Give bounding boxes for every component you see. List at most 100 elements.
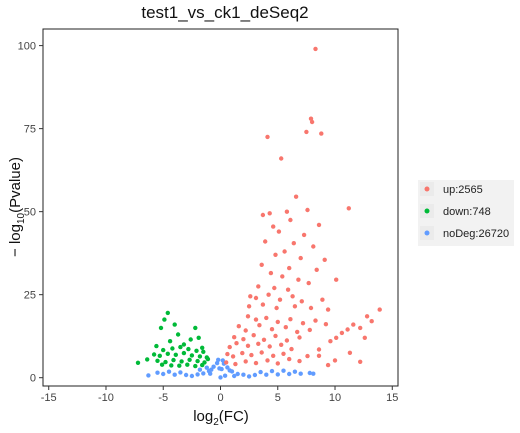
point-up (275, 361, 280, 366)
point-nodeg (287, 371, 292, 377)
point-up (246, 304, 252, 309)
point-up (293, 194, 299, 199)
point-up (298, 255, 303, 261)
point-down (158, 325, 164, 331)
point-up (265, 134, 270, 140)
point-nodeg (218, 375, 223, 380)
point-up (297, 358, 302, 364)
point-nodeg (222, 373, 228, 378)
point-up (263, 239, 268, 244)
point-nodeg (252, 372, 258, 378)
point-nodeg (235, 371, 240, 377)
y-axis-title-subscript: 10 (16, 212, 27, 224)
point-up (319, 131, 324, 136)
point-up (259, 350, 264, 355)
point-up (358, 325, 363, 331)
point-up (225, 351, 230, 357)
point-up (287, 265, 292, 271)
point-up (259, 262, 264, 267)
point-up (313, 46, 318, 52)
point-up (236, 324, 241, 329)
point-up (249, 352, 254, 358)
point-nodeg (307, 370, 312, 376)
x-axis-title-subscript: 2 (213, 417, 219, 428)
plot-panel-border (42, 28, 399, 387)
point-down (135, 360, 141, 365)
legend-label-nodeg: noDeg:26720 (443, 228, 509, 240)
point-down (175, 332, 181, 337)
point-nodeg (264, 372, 269, 377)
point-up (291, 241, 296, 246)
point-down (151, 352, 157, 357)
point-up (296, 277, 301, 282)
point-up (300, 321, 306, 326)
point-up (328, 339, 333, 344)
point-up (275, 319, 280, 325)
point-up (269, 327, 275, 332)
point-down (155, 358, 160, 363)
point-up (284, 338, 290, 343)
x-tick-label: -15 (41, 392, 57, 404)
point-up (243, 328, 248, 333)
point-nodeg (275, 372, 280, 377)
point-down (181, 350, 187, 356)
point-up (267, 211, 272, 216)
point-down (187, 357, 192, 362)
point-nodeg (311, 371, 316, 376)
point-down (165, 351, 170, 356)
point-down (193, 363, 198, 369)
y-axis-title: − log10(Pvalue) (7, 157, 27, 257)
legend-item-down: down:748 (420, 204, 491, 218)
point-up (316, 347, 322, 352)
point-nodeg (246, 374, 252, 379)
point-nodeg (195, 372, 200, 377)
point-up (267, 344, 272, 349)
point-down (186, 346, 191, 352)
points-layer (135, 46, 382, 380)
point-up (251, 333, 256, 338)
point-up (260, 302, 266, 307)
point-nodeg (211, 364, 216, 369)
point-up (232, 335, 237, 340)
y-tick-label: 0 (30, 373, 36, 385)
point-up (271, 353, 276, 358)
point-down (179, 359, 184, 364)
point-up (257, 323, 262, 328)
point-down (200, 345, 205, 350)
point-down (162, 317, 167, 322)
point-up (297, 335, 302, 340)
point-nodeg (292, 369, 298, 374)
point-nodeg (298, 371, 303, 376)
x-tick-label: 15 (386, 392, 398, 404)
point-nodeg (201, 371, 206, 376)
point-up (351, 322, 356, 327)
legend-label-down: down:748 (443, 206, 491, 218)
point-nodeg (189, 373, 195, 379)
point-up (282, 249, 287, 254)
point-up (224, 360, 229, 365)
point-up (311, 244, 316, 249)
legend-marker-up (424, 186, 430, 192)
x-tick-label: 10 (329, 392, 341, 404)
y-tick-label: 100 (18, 41, 36, 53)
point-up (289, 346, 294, 352)
point-up (334, 277, 339, 282)
point-up (287, 356, 292, 362)
point-nodeg (241, 372, 246, 377)
point-down (154, 343, 159, 349)
point-down (177, 363, 182, 368)
y-axis-title-suffix: (Pvalue) (7, 157, 24, 213)
point-down (169, 363, 174, 368)
point-up (240, 350, 245, 356)
point-nodeg (217, 366, 222, 371)
y-tick-label: 25 (24, 290, 36, 302)
point-up (280, 274, 285, 279)
point-up (245, 314, 251, 319)
point-up (233, 361, 238, 367)
point-down (200, 362, 205, 368)
point-nodeg (229, 369, 235, 374)
point-up (253, 317, 259, 322)
y-tick-label: 75 (24, 124, 36, 136)
point-up (313, 318, 318, 323)
legend-item-up: up:2565 (420, 182, 483, 196)
